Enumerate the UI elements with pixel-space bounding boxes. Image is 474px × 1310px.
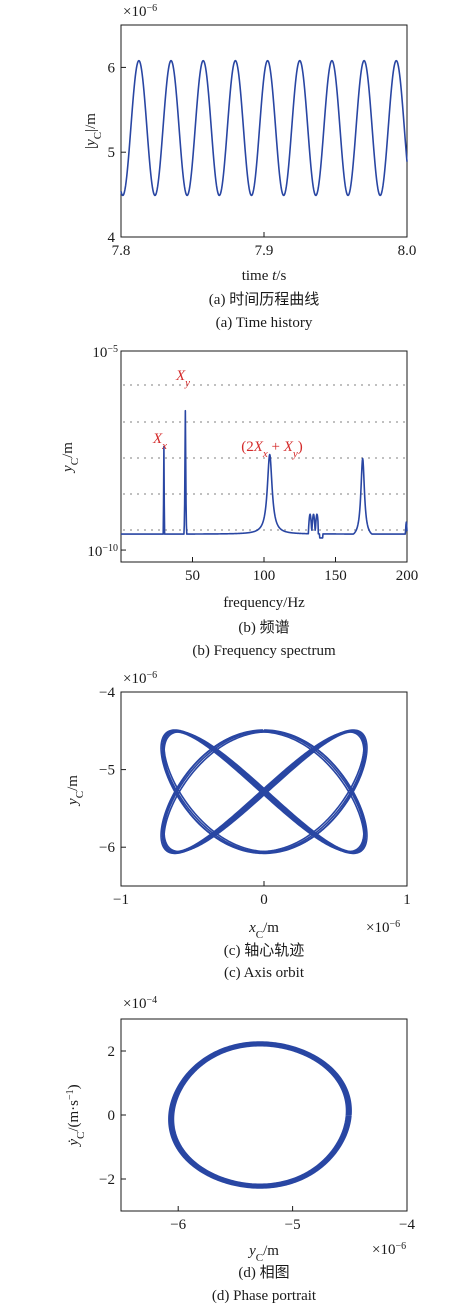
x-axis-label: time t/s xyxy=(242,268,287,284)
chart-phase-portrait: −6 −5 −4 −2 0 2 ×10−4 ×10−6 ẏC/(m·s−1) yC/m(d) 相图… xyxy=(65,995,416,1305)
y-axis-label: |yC|/m xyxy=(83,113,104,149)
x-axis-label: yC/m xyxy=(247,1243,279,1264)
y-multiplier: ×10−4 xyxy=(123,995,157,1013)
x-axis-label: frequency/Hz xyxy=(223,595,305,611)
chart-time-history: 7.8 7.9 8.0 4 5 6 ×10−6 |yC|/m time t/s (a) 时间历程曲… xyxy=(83,3,416,332)
caption-en: (d) Phase portrait xyxy=(212,1288,317,1304)
x-multiplier: ×10−6 xyxy=(366,919,400,937)
x-axis-label: xC/m xyxy=(248,920,279,941)
phase-trace xyxy=(171,1044,349,1186)
y-tick-label: −2 xyxy=(99,1172,115,1188)
chart-frequency-spectrum: 50 100 150 200 10−5 10−10 Xx Xy (2Xx + Xy) yC/m fr… xyxy=(60,344,418,660)
y-multiplier: ×10−6 xyxy=(123,670,157,688)
x-multiplier: ×10−6 xyxy=(372,1241,406,1259)
caption-cn: (d) 相图 xyxy=(238,1264,289,1281)
orbit-trace xyxy=(160,729,368,855)
caption-en: (c) Axis orbit xyxy=(224,965,305,981)
peak-label-xy: Xy xyxy=(175,368,190,389)
y-axis-label: yC/m xyxy=(65,775,86,807)
y-tick-label: −5 xyxy=(99,763,115,779)
caption-en: (b) Frequency spectrum xyxy=(192,643,336,659)
chart-axis-orbit: −1 0 1 −6 −5 −4 ×10−6 ×10−6 yC/m xC/m(c) 轴心轨迹 (c) … xyxy=(65,670,411,982)
x-tick-label: −1 xyxy=(113,892,129,908)
caption-cn: (b) 频谱 xyxy=(238,619,289,636)
y-tick-label: 5 xyxy=(108,145,116,161)
y-multiplier: ×10−6 xyxy=(123,3,157,21)
x-tick-label: −6 xyxy=(170,1217,186,1233)
x-tick-label: 7.8 xyxy=(112,243,131,259)
peak-label-combination: (2Xx + Xy) xyxy=(241,439,303,460)
x-tick-label: 200 xyxy=(396,568,419,584)
spectrum-line xyxy=(120,409,408,539)
y-axis-label: ẏC/(m·s−1) xyxy=(65,1084,88,1147)
caption-en: (a) Time history xyxy=(216,315,313,331)
y-tick-label: 6 xyxy=(108,60,116,76)
y-tick-label: 10−10 xyxy=(87,543,118,561)
y-tick-label: 2 xyxy=(108,1044,116,1060)
x-tick-label: 7.9 xyxy=(255,243,274,259)
x-tick-label: 0 xyxy=(260,892,268,908)
y-tick-label: 10−5 xyxy=(92,344,118,362)
y-axis-label: yC/m xyxy=(60,442,81,474)
orbit-trace xyxy=(163,731,365,853)
y-tick-label: −4 xyxy=(99,685,115,701)
peak-label-xx: Xx xyxy=(152,431,167,452)
phase-trace xyxy=(172,1044,348,1186)
x-tick-label: −4 xyxy=(399,1217,415,1233)
y-tick-label: −6 xyxy=(99,840,115,856)
caption-cn: (a) 时间历程曲线 xyxy=(209,291,319,308)
y-tick-label: 4 xyxy=(108,230,116,246)
x-tick-label: −5 xyxy=(285,1217,301,1233)
plot-frame xyxy=(120,1018,408,1212)
plot-frame xyxy=(120,24,408,238)
y-tick-label: 0 xyxy=(108,1108,116,1124)
x-tick-label: 1 xyxy=(403,892,411,908)
time-history-line xyxy=(120,59,408,197)
orbit-trace xyxy=(161,730,367,854)
x-tick-label: 150 xyxy=(324,568,347,584)
x-tick-label: 100 xyxy=(253,568,276,584)
caption-cn: (c) 轴心轨迹 xyxy=(224,942,304,959)
x-tick-label: 8.0 xyxy=(398,243,417,259)
x-tick-label: 50 xyxy=(185,568,200,584)
